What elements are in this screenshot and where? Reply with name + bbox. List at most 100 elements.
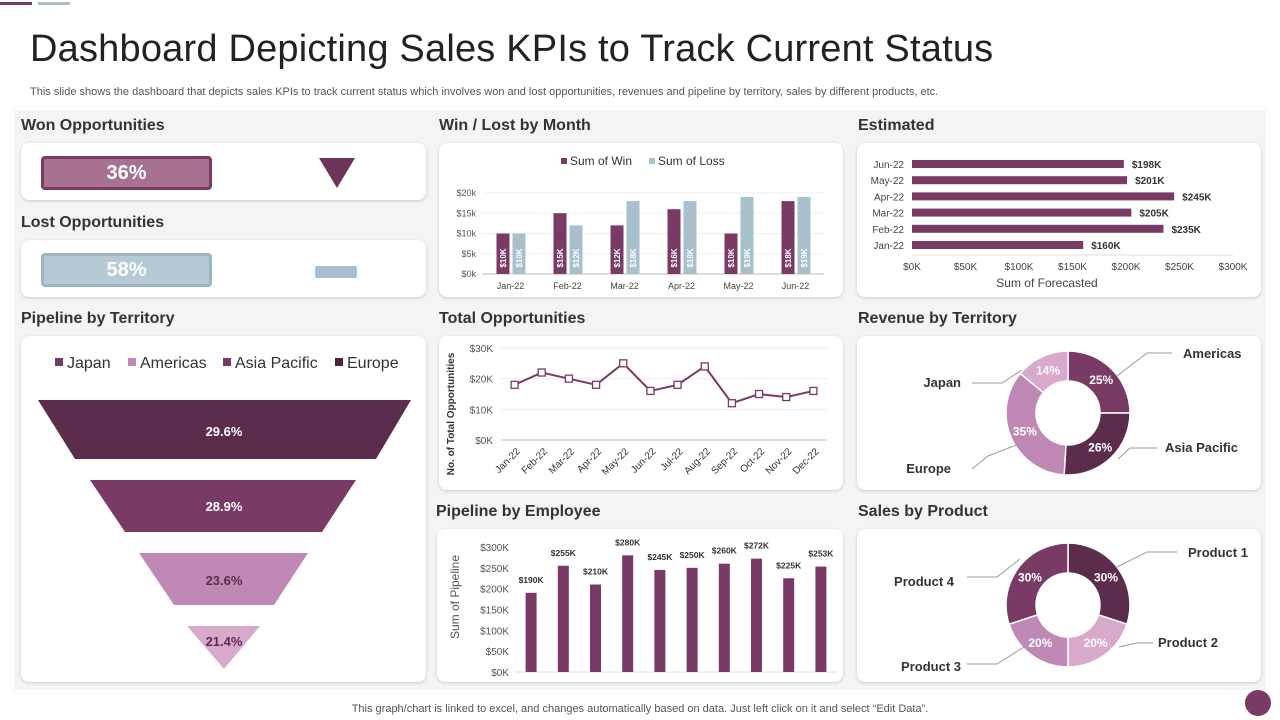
revenue-territory-heading: Revenue by Territory	[858, 310, 1017, 327]
pipeline-territory-panel: Japan Americas Asia Pacific Europe 29.6%…	[21, 336, 426, 682]
donut-category-label: Product 2	[1158, 635, 1218, 650]
estimated-xlabel: Sum of Forecasted	[996, 276, 1097, 290]
pipeline-employee-bar-label: $245K	[647, 552, 673, 562]
estimated-ytick: May-22	[871, 176, 905, 187]
callout-line	[967, 558, 1021, 578]
total-opps-line	[514, 361, 814, 405]
estimated-bar	[912, 160, 1124, 168]
funnel-segment-2	[90, 480, 356, 532]
pipeline-employee-bar	[815, 566, 827, 672]
estimated-bar-label: $235K	[1171, 225, 1201, 236]
estimated-panel: Sum of Forecasted $0K $50K $100K $150K $200K…	[857, 143, 1261, 297]
accent-line-1	[0, 2, 32, 5]
funnel-label-1: 29.6%	[206, 424, 243, 439]
pipeline-employee-ytick: $100K	[480, 626, 509, 637]
donut-category-label: Americas	[1183, 346, 1242, 361]
pipeline-employee-bar	[686, 567, 698, 672]
total-opps-ytick: $10K	[470, 405, 494, 416]
total-opps-xtick: Dec-22	[791, 446, 822, 477]
callout-line	[1117, 447, 1157, 460]
total-opportunities-heading: Total Opportunities	[439, 310, 586, 327]
callout-line	[1118, 642, 1153, 648]
sales-product-heading: Sales by Product	[858, 503, 988, 520]
donut-category-label: Product 1	[1188, 545, 1248, 560]
pipeline-employee-heading: Pipeline by Employee	[436, 503, 601, 520]
winloss-bar	[797, 197, 811, 274]
winloss-heading: Win / Lost by Month	[439, 117, 591, 134]
donut-slice	[1005, 542, 1069, 626]
total-opps-xtick: Jan-22	[493, 446, 523, 476]
estimated-bar-label: $201K	[1135, 176, 1165, 187]
bar-icon	[315, 266, 357, 278]
pipeline-employee-bar	[525, 592, 537, 672]
estimated-xtick: $50K	[954, 262, 978, 273]
pipeline-employee-bar	[622, 555, 634, 672]
donut-slice	[1067, 542, 1131, 626]
legend-win-label: Sum of Win	[570, 154, 632, 168]
legend-loss-swatch	[649, 158, 655, 164]
pipeline-employee-bar-label: $260K	[712, 546, 738, 556]
pipeline-employee-bar	[751, 558, 762, 672]
lost-kpi-value: 58%	[106, 258, 147, 281]
winloss-bar-label: $18K	[784, 248, 793, 267]
donut-slice-label: 30%	[1018, 570, 1042, 584]
total-opps-point	[591, 380, 601, 389]
winloss-chart: Sum of Win Sum of Loss $0k $5k $10k $15k $20…	[456, 154, 824, 291]
estimated-bar-label: $198K	[1132, 160, 1162, 171]
donut-category-label: Product 4	[894, 574, 955, 589]
total-opps-ytick: $30K	[470, 344, 494, 355]
pipeline-employee-bar-label: $255K	[551, 548, 577, 558]
donut-category-label: Europe	[906, 461, 951, 476]
winloss-bar	[496, 233, 510, 274]
donut-slice-label: 30%	[1094, 570, 1118, 584]
total-opps-xtick: Sep-22	[709, 446, 740, 477]
lost-kpi-box: 58%	[41, 253, 212, 287]
winloss-xtick: Feb-22	[553, 281, 582, 291]
estimated-bar	[912, 192, 1175, 201]
sales-product-chart: 30% 20% 20% 30% Product 1 Product 2 Product 3 P…	[894, 542, 1248, 674]
funnel-label-3: 23.6%	[206, 573, 243, 588]
callout-line	[967, 646, 1025, 665]
revenue-territory-panel: 25% 26% 35% 14% Americas Asia Pacific Europe Ja…	[857, 336, 1261, 490]
winloss-xtick: Jun-22	[782, 281, 810, 291]
legend-europe-label: Europe	[347, 355, 399, 372]
total-opps-point	[809, 386, 818, 396]
callout-line	[972, 369, 1023, 384]
winloss-bar-label: $12K	[572, 248, 581, 267]
lost-opportunities-panel: 58%	[21, 240, 426, 297]
pipeline-employee-ytick: $300K	[480, 543, 509, 554]
winloss-xtick: Apr-22	[668, 281, 695, 291]
legend-asia-label: Asia Pacific	[235, 355, 318, 372]
estimated-ytick: Feb-22	[872, 225, 904, 236]
won-opportunities-heading: Won Opportunities	[21, 117, 165, 134]
total-opps-ytick: $20K	[470, 375, 494, 386]
winloss-xtick: May-22	[723, 281, 753, 291]
pipeline-employee-ytick: $250K	[480, 564, 509, 575]
total-opps-point	[727, 399, 737, 408]
pipeline-employee-bar-label: $225K	[776, 560, 802, 570]
winloss-ytick: $5k	[461, 249, 476, 259]
pipeline-territory-heading: Pipeline by Territory	[21, 310, 175, 327]
total-opps-point	[510, 380, 519, 389]
winloss-bar-label: $19K	[743, 248, 752, 267]
winloss-bar-label: $15K	[556, 248, 565, 267]
donut-slice-label: 25%	[1089, 373, 1113, 387]
winloss-bar	[740, 197, 754, 274]
donut-category-label: Japan	[923, 375, 961, 390]
total-opps-xtick: Jun-22	[629, 446, 659, 476]
estimated-chart: Sum of Forecasted $0K $50K $100K $150K $200K…	[871, 160, 1248, 290]
legend-win-swatch	[561, 158, 567, 164]
winloss-bar-label: $18K	[629, 248, 638, 267]
winloss-bar	[683, 201, 697, 274]
legend-japan-swatch	[55, 358, 63, 366]
winloss-bar	[781, 201, 795, 274]
won-kpi-box: 36%	[41, 156, 212, 190]
total-opps-xtick: Nov-22	[764, 446, 795, 477]
winloss-bar	[512, 233, 526, 274]
pipeline-employee-bar	[783, 578, 795, 672]
total-opps-point	[564, 374, 574, 383]
legend-europe-swatch	[335, 358, 343, 366]
pipeline-employee-ytick: $150K	[480, 606, 509, 617]
funnel-segment-4	[187, 626, 260, 669]
winloss-ytick: $15k	[456, 208, 476, 218]
